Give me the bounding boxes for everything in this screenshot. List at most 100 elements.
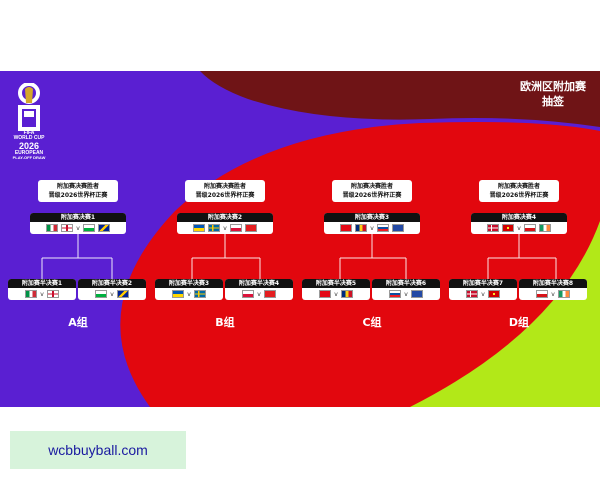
match-flags: v	[302, 288, 370, 300]
winner-line1: 附加赛决赛胜者	[350, 183, 393, 190]
winner-line1: 附加赛决赛胜者	[497, 183, 540, 190]
sweden-flag-icon	[193, 290, 206, 298]
denmark-flag-icon	[466, 290, 479, 298]
match-flags: v	[519, 288, 587, 300]
ukraine-flag-icon	[172, 290, 185, 298]
vs-label: v	[223, 224, 227, 232]
semifinal-label: 附加赛半决赛1	[8, 279, 76, 288]
albania-flag-icon	[244, 224, 257, 232]
italy-flag-icon	[25, 290, 38, 298]
group-label: A组	[68, 316, 88, 329]
title-line1: 欧洲区附加赛	[520, 80, 586, 93]
vs-label: v	[334, 290, 338, 298]
winner-label: 附加赛决赛胜者晋级2026世界杯正赛	[479, 180, 559, 202]
bosnia-flag-icon	[116, 290, 129, 298]
world-cup-logo: FIFA WORLD CUP 2026 EUROPEAN PLAY-OFF DR…	[8, 83, 50, 160]
kosovo-flag-icon	[391, 224, 404, 232]
winner-line2: 晋级2026世界杯正赛	[48, 192, 108, 199]
north-macedonia-flag-icon	[502, 224, 515, 232]
wales-flag-icon	[95, 290, 108, 298]
logo-line4: PLAY-OFF DRAW	[12, 155, 46, 161]
final-box: 附加赛决赛2 v	[177, 213, 273, 234]
poland-flag-icon	[229, 224, 242, 232]
czechia-flag-icon	[523, 224, 536, 232]
ukraine-flag-icon	[193, 224, 206, 232]
ireland-flag-icon	[538, 224, 551, 232]
semifinal-label: 附加赛半决赛6	[372, 279, 440, 288]
watermark-link[interactable]: wcbbuyball.com	[10, 431, 186, 469]
winner-label: 附加赛决赛胜者晋级2026世界杯正赛	[38, 180, 118, 202]
logo-line3: EUROPEAN	[14, 149, 44, 156]
winner-line1: 附加赛决赛胜者	[56, 183, 99, 190]
winner-label: 附加赛决赛胜者晋级2026世界杯正赛	[185, 180, 265, 202]
semifinal-label: 附加赛半决赛4	[225, 279, 293, 288]
page-title: 欧洲区附加赛 抽签	[520, 79, 586, 109]
semifinal-label: 附加赛半决赛8	[519, 279, 587, 288]
sweden-flag-icon	[208, 224, 221, 232]
winner-line2: 晋级2026世界杯正赛	[489, 192, 549, 199]
turkey-flag-icon	[319, 290, 332, 298]
group-label: C组	[362, 316, 382, 329]
final-label: 附加赛决赛4	[471, 213, 567, 222]
winner-line2: 晋级2026世界杯正赛	[195, 192, 255, 199]
semifinal-label: 附加赛半决赛2	[78, 279, 146, 288]
vs-label: v	[187, 290, 191, 298]
north-macedonia-flag-icon	[487, 290, 500, 298]
final-box: 附加赛决赛1 v	[30, 213, 126, 234]
bosnia-flag-icon	[97, 224, 110, 232]
final-flags: v	[324, 222, 420, 234]
vs-label: v	[404, 290, 408, 298]
final-flags: v	[471, 222, 567, 234]
title-line2: 抽签	[542, 95, 564, 108]
romania-flag-icon	[355, 224, 368, 232]
draw-poster: FIFA WORLD CUP 2026 EUROPEAN PLAY-OFF DR…	[0, 71, 600, 407]
semifinal-box: 附加赛半决赛7 v	[449, 279, 517, 300]
final-flags: v	[30, 222, 126, 234]
semifinal-box: 附加赛半决赛3 v	[155, 279, 223, 300]
match-flags: v	[225, 288, 293, 300]
semifinal-label: 附加赛半决赛3	[155, 279, 223, 288]
vs-label: v	[517, 224, 521, 232]
winner-line1: 附加赛决赛胜者	[203, 183, 246, 190]
logo-badge: FIFA	[23, 130, 35, 136]
final-label: 附加赛决赛2	[177, 213, 273, 222]
poland-flag-icon	[242, 290, 255, 298]
wales-flag-icon	[82, 224, 95, 232]
final-label: 附加赛决赛3	[324, 213, 420, 222]
vs-label: v	[110, 290, 114, 298]
northern-ireland-flag-icon	[46, 290, 59, 298]
semifinal-label: 附加赛半决赛7	[449, 279, 517, 288]
match-flags: v	[449, 288, 517, 300]
match-flags: v	[8, 288, 76, 300]
match-flags: v	[372, 288, 440, 300]
albania-flag-icon	[263, 290, 276, 298]
italy-flag-icon	[46, 224, 59, 232]
match-flags: v	[78, 288, 146, 300]
vs-label: v	[40, 290, 44, 298]
vs-label: v	[257, 290, 261, 298]
romania-flag-icon	[340, 290, 353, 298]
semifinal-label: 附加赛半决赛5	[302, 279, 370, 288]
vs-label: v	[481, 290, 485, 298]
kosovo-flag-icon	[410, 290, 423, 298]
northern-ireland-flag-icon	[61, 224, 74, 232]
semifinal-box: 附加赛半决赛2 v	[78, 279, 146, 300]
semifinal-box: 附加赛半决赛4 v	[225, 279, 293, 300]
czechia-flag-icon	[536, 290, 549, 298]
slovakia-flag-icon	[376, 224, 389, 232]
winner-line2: 晋级2026世界杯正赛	[342, 192, 402, 199]
semifinal-box: 附加赛半决赛8 v	[519, 279, 587, 300]
final-label: 附加赛决赛1	[30, 213, 126, 222]
semifinal-box: 附加赛半决赛5 v	[302, 279, 370, 300]
vs-label: v	[551, 290, 555, 298]
group-label: D组	[508, 316, 530, 329]
vs-label: v	[370, 224, 374, 232]
group-label: B组	[215, 316, 235, 329]
denmark-flag-icon	[487, 224, 500, 232]
logo-line1: WORLD CUP	[13, 135, 45, 142]
slovakia-flag-icon	[389, 290, 402, 298]
ireland-flag-icon	[557, 290, 570, 298]
final-flags: v	[177, 222, 273, 234]
semifinal-box: 附加赛半决赛1 v	[8, 279, 76, 300]
logo-line2: 2026	[18, 140, 40, 151]
